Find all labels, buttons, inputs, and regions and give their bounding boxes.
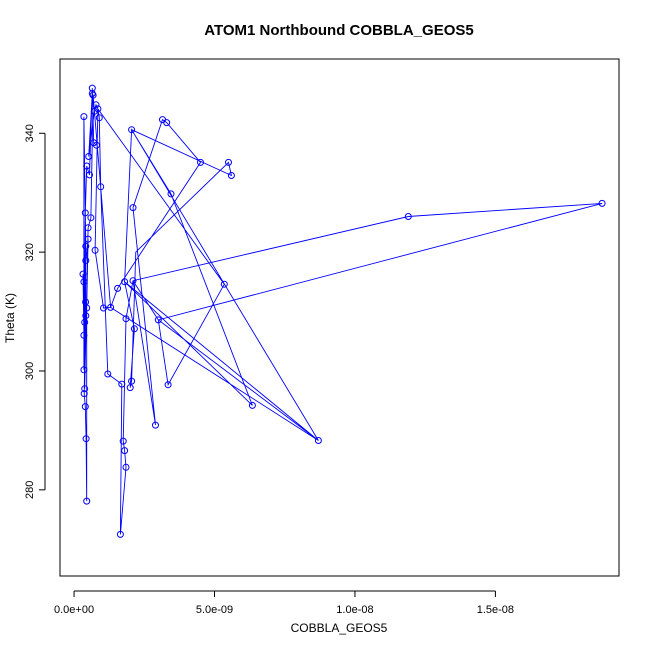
data-point: [129, 204, 137, 212]
x-tick-label: 1.0e-08: [336, 604, 373, 616]
data-point: [85, 153, 93, 160]
data-point: [130, 325, 138, 333]
data-point: [598, 199, 606, 207]
data-point: [122, 315, 130, 323]
data-point: [107, 303, 115, 311]
data-point: [314, 437, 322, 444]
data-point: [116, 530, 124, 538]
data-point: [81, 403, 89, 411]
data-point: [114, 284, 122, 292]
x-tick-label: 5.0e-09: [196, 604, 233, 616]
data-point: [80, 278, 88, 286]
data-point: [152, 421, 159, 429]
x-axis: 0.0e+00 5.0e-09 1.0e-08 1.5e-08: [54, 590, 514, 616]
data-point: [220, 280, 228, 288]
data-point: [167, 190, 175, 198]
data-point: [88, 84, 96, 92]
data-point: [128, 377, 136, 385]
x-tick-label: 1.5e-08: [477, 604, 514, 616]
data-point: [163, 119, 171, 127]
data-point: [81, 385, 89, 393]
data-point: [87, 214, 95, 222]
data-point: [92, 101, 100, 109]
chart-title: ATOM1 Northbound COBBLA_GEOS5: [204, 22, 473, 39]
data-point: [91, 246, 99, 254]
plot-area-frame: [59, 58, 620, 577]
data-point: [80, 331, 88, 339]
data-point: [164, 381, 172, 389]
data-point: [227, 172, 235, 179]
y-tick-label: 280: [24, 481, 36, 499]
data-point: [154, 316, 162, 324]
data-point: [129, 277, 137, 285]
data-point: [84, 224, 92, 232]
data-point: [83, 304, 91, 312]
x-tick-label: 0.0e+00: [54, 604, 94, 616]
data-point: [197, 158, 204, 166]
data-point: [82, 435, 90, 443]
data-point: [94, 105, 102, 113]
data-point: [80, 390, 88, 398]
y-axis-label: Theta (K): [3, 293, 17, 343]
y-tick-label: 340: [24, 124, 36, 142]
x-axis-label: COBBLA_GEOS5: [291, 621, 388, 635]
data-point: [81, 318, 89, 326]
data-point: [82, 312, 90, 320]
data-point: [90, 107, 98, 115]
data-point: [82, 242, 90, 250]
data-point: [225, 158, 232, 166]
data-point: [97, 183, 105, 191]
data-point: [118, 380, 126, 388]
data-point: [80, 366, 88, 374]
data-point: [80, 113, 88, 121]
data-point: [121, 447, 129, 455]
y-tick-label: 320: [24, 243, 36, 261]
data-point: [104, 370, 112, 378]
data-point: [93, 141, 100, 149]
series-line: [82, 88, 603, 535]
data-point: [79, 270, 87, 278]
data-point: [95, 114, 103, 122]
data-point: [128, 126, 136, 134]
data-point: [83, 162, 91, 170]
data-point: [81, 209, 89, 217]
data-point: [126, 384, 134, 392]
data-point: [89, 91, 97, 99]
data-point: [84, 235, 92, 243]
y-tick-label: 300: [24, 362, 36, 380]
data-point: [248, 401, 256, 409]
data-point: [122, 463, 130, 471]
data-point: [100, 304, 107, 312]
y-axis: 280 300 320 340: [24, 124, 46, 499]
series-layer: [79, 84, 606, 538]
data-point: [82, 257, 90, 264]
data-point: [86, 171, 93, 179]
data-point: [83, 497, 91, 505]
data-point: [404, 213, 412, 220]
data-point: [119, 437, 127, 445]
data-point: [121, 278, 129, 286]
